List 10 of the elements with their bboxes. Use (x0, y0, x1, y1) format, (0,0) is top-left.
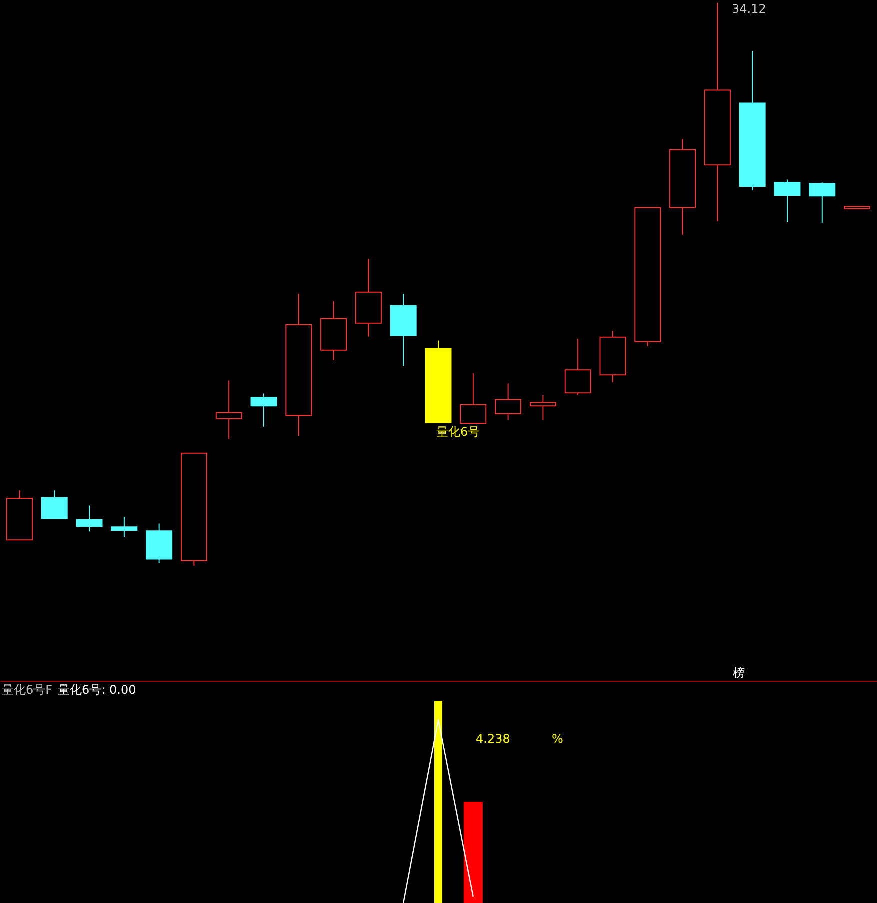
annotation: 4.238 (476, 732, 510, 746)
candlestick (111, 516, 138, 538)
chart-subtitle: 量化6号: 0.00 (58, 683, 136, 697)
candlestick (216, 380, 242, 440)
annotation: 34.12 (732, 2, 766, 16)
text: 榜 (733, 666, 745, 680)
annotation: % (552, 732, 564, 746)
chart-title: 量化6号F (2, 683, 53, 697)
candlestick (530, 394, 556, 421)
annotation: 量化6号 (436, 425, 480, 439)
